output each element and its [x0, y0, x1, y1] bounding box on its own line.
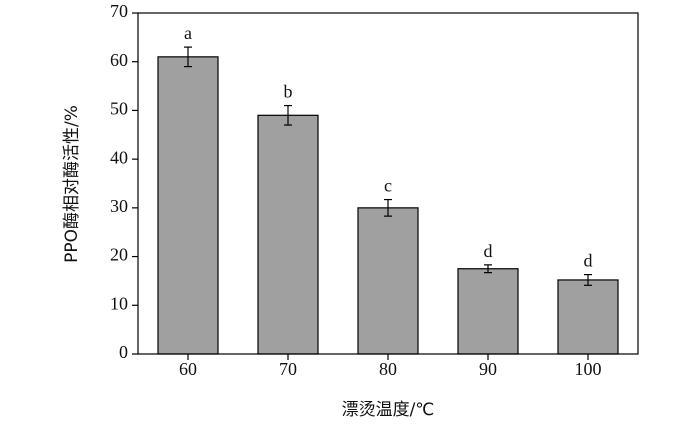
error-bar [484, 264, 492, 274]
x-axis-label: 漂烫温度/℃ [342, 400, 435, 420]
y-tick-label: 30 [110, 196, 128, 216]
error-bar [384, 198, 392, 217]
x-tick-label: 100 [575, 359, 602, 379]
significance-label: b [284, 82, 293, 102]
y-tick-label: 50 [110, 99, 128, 119]
bar [257, 114, 319, 355]
error-bar [284, 104, 292, 126]
bar [357, 207, 419, 355]
x-tick-label: 70 [279, 359, 297, 379]
bar [457, 268, 519, 355]
x-tick-label: 60 [179, 359, 197, 379]
plot-frame [137, 12, 639, 355]
error-bar [184, 46, 192, 68]
x-tick-label: 80 [379, 359, 397, 379]
significance-label: d [584, 251, 593, 271]
y-axis-label: PPO酶相对酶活性/% [62, 105, 82, 263]
y-tick-label: 20 [110, 245, 128, 265]
bar [557, 279, 619, 355]
bar [157, 56, 219, 355]
y-tick-label: 60 [110, 50, 128, 70]
y-tick-label: 0 [119, 342, 128, 362]
x-tick-label: 90 [479, 359, 497, 379]
y-tick-label: 40 [110, 147, 128, 167]
significance-label: a [184, 23, 192, 43]
y-tick-label: 70 [110, 1, 128, 21]
y-tick-label: 10 [110, 293, 128, 313]
significance-label: c [384, 176, 392, 196]
significance-label: d [484, 241, 493, 261]
error-bar [584, 273, 592, 286]
